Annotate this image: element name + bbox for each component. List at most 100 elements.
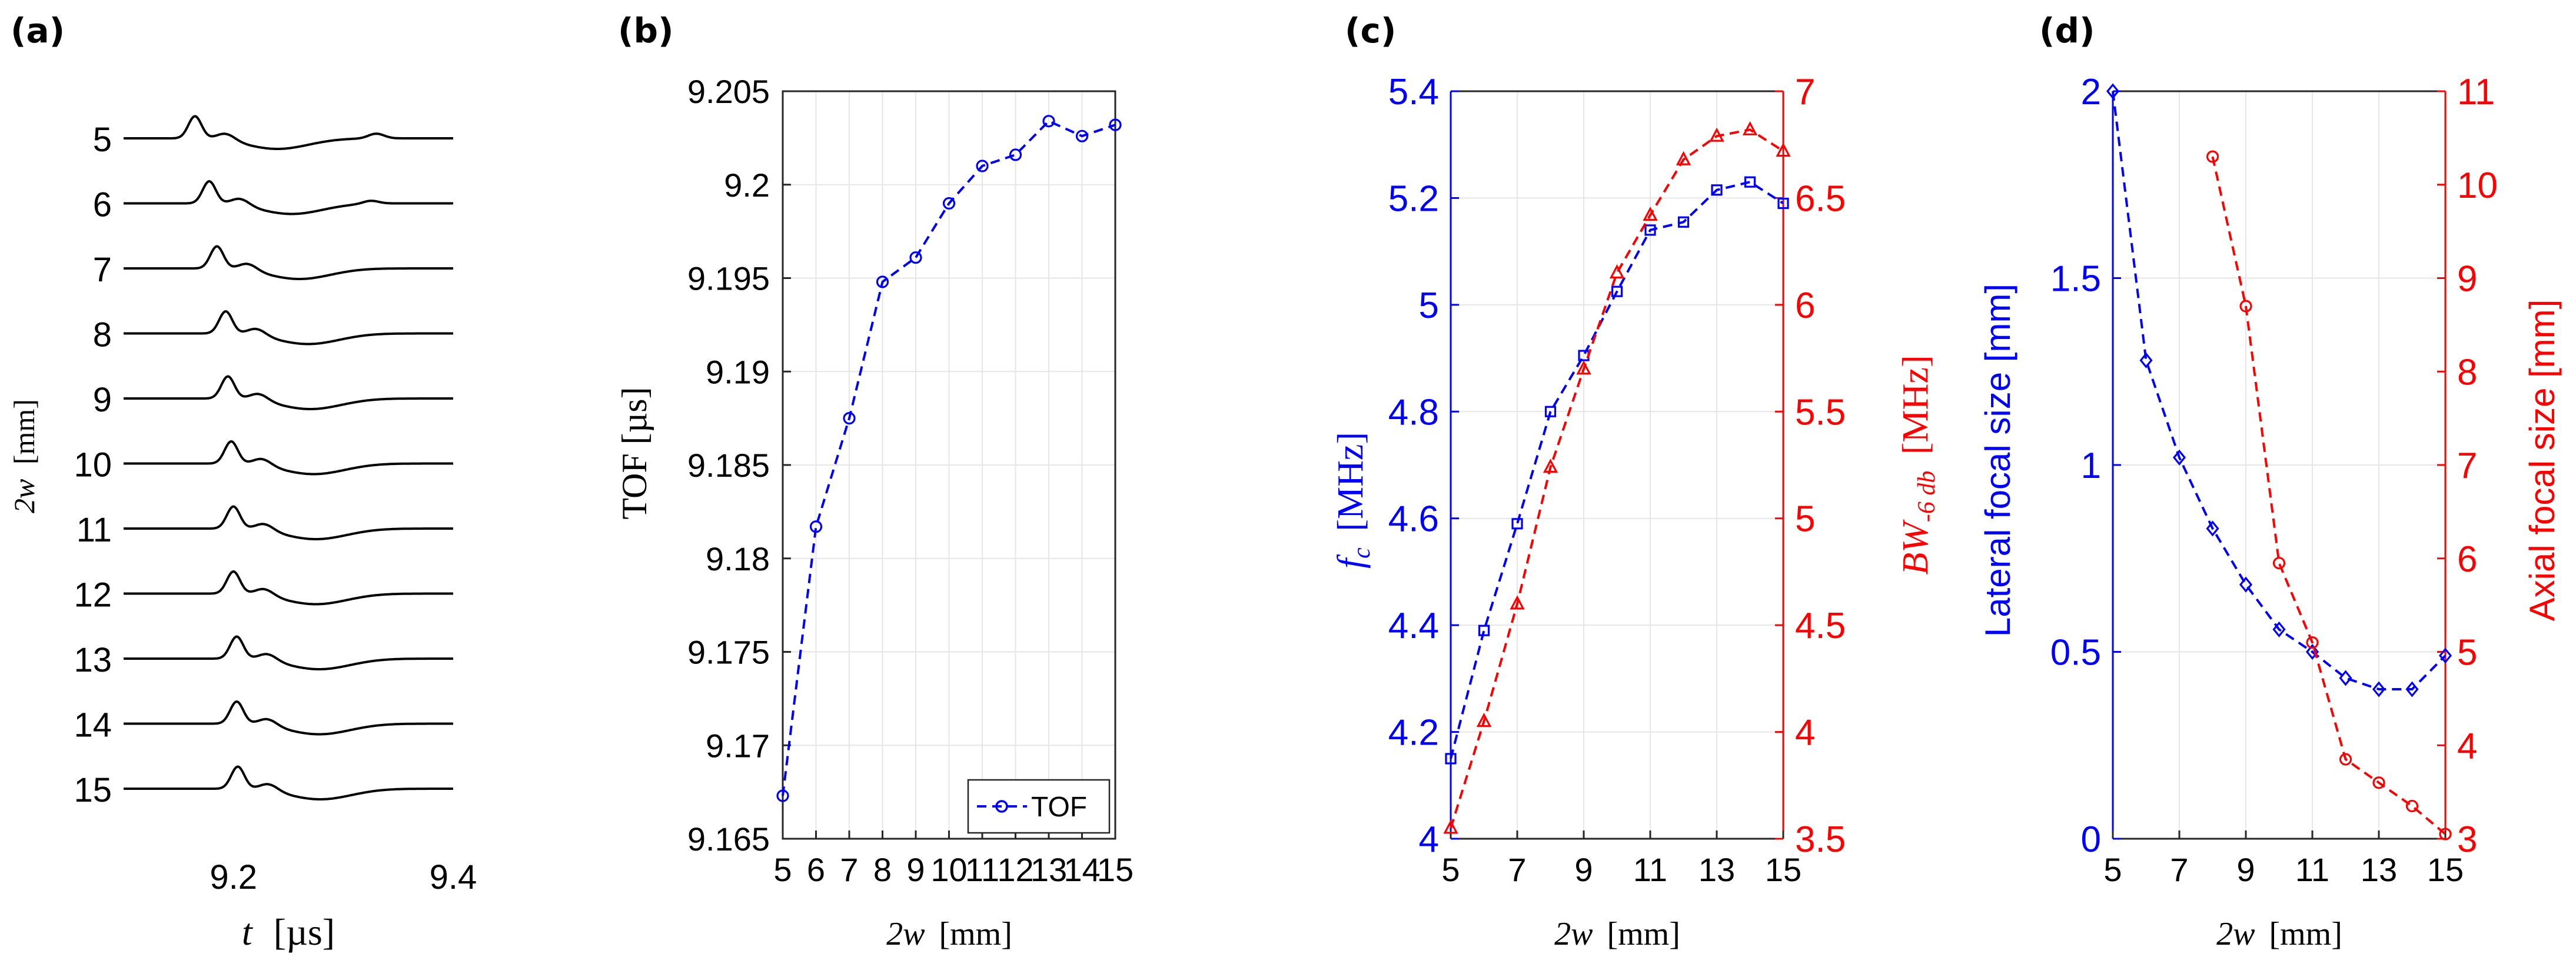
x-axis-label-var: 2w (886, 916, 925, 952)
data-point (2239, 576, 2253, 593)
data-point (1511, 518, 1523, 530)
data-point (2438, 647, 2452, 664)
y-tick-label-left: 4.6 (1388, 499, 1439, 540)
data-point (1510, 595, 1525, 610)
trace-label-14: 14 (74, 706, 112, 745)
trace-10 (124, 440, 453, 476)
data-point (1042, 115, 1055, 128)
data-point (2272, 557, 2286, 570)
data-point (1543, 459, 1558, 473)
x-tick-label: 13 (2361, 851, 2397, 888)
x-tick-label: 9.4 (430, 858, 477, 896)
trace-labels: 5 6 7 8 9 10 11 12 13 14 15 (74, 121, 112, 809)
x-axis-label-unit: [mm] (1607, 916, 1680, 952)
y-tick-label-right: 6 (2457, 539, 2477, 580)
data-point (1075, 129, 1089, 142)
x-ticks: 9.2 9.4 (210, 858, 477, 896)
legend: TOF (967, 779, 1111, 834)
y-axis-label: 2w [mm] (8, 399, 41, 513)
data-point (909, 251, 922, 264)
y-tick-label: 9.205 (687, 73, 770, 110)
data-point (843, 412, 856, 425)
data-point (2106, 83, 2120, 99)
x-tick-label: 11 (965, 851, 999, 888)
x-tick-label: 5 (773, 851, 792, 888)
data-point (2139, 352, 2153, 368)
y-ticks-right: 3.5 4 4.5 5 5.5 6 6.5 7 (1775, 72, 1846, 860)
trace-8 (124, 310, 453, 346)
y-tick-label-right: 5.5 (1795, 392, 1846, 433)
data-point (2306, 636, 2319, 649)
data-point (809, 520, 823, 533)
trace-label-8: 8 (93, 316, 112, 354)
panel-label-b: (b) (618, 11, 674, 51)
data-point (1109, 118, 1122, 131)
y-ticks-right: 3 4 5 6 7 8 9 10 11 (2437, 72, 2498, 860)
panel-label-c: (c) (1345, 11, 1396, 51)
data-point (776, 789, 789, 802)
series-line (1450, 128, 1784, 829)
data-point (1676, 151, 1691, 165)
x-tick-label: 9 (906, 851, 925, 888)
series-lateral (2106, 83, 2452, 697)
data-point (1544, 406, 1557, 417)
x-tick-label: 15 (1765, 851, 1801, 888)
x-tick-label: 6 (807, 851, 825, 888)
y-tick-label: 9.185 (687, 447, 770, 484)
data-point (1576, 360, 1591, 375)
trace-label-6: 6 (93, 186, 112, 224)
x-tick-label: 9.2 (210, 858, 257, 896)
series-line (2112, 91, 2447, 690)
data-point (1609, 264, 1625, 279)
y-axis-label-left: Lateral focal size [mm] (1978, 284, 2017, 637)
y-tick-label-right: 4.5 (1795, 606, 1846, 646)
data-point (2172, 449, 2186, 466)
series-bw (1443, 121, 1791, 834)
series-line (782, 119, 1116, 796)
data-point (1445, 753, 1457, 765)
series-axial (2206, 150, 2452, 841)
trace-13 (124, 635, 453, 670)
y-tick-label-left: 0 (2081, 819, 2101, 860)
y-tick-label-left: 5.2 (1388, 178, 1439, 219)
x-axis-label-var: 2w (2216, 916, 2255, 952)
data-point (1744, 176, 1756, 188)
x-tick-label: 9 (2236, 851, 2255, 888)
data-point (1009, 148, 1022, 161)
data-point (1476, 712, 1492, 727)
panel-label-d: (d) (2039, 11, 2095, 51)
x-axis-label-unit: [µs] (274, 911, 335, 953)
trace-label-11: 11 (77, 511, 112, 549)
data-point (942, 197, 956, 210)
x-axis-label-unit: [mm] (939, 916, 1012, 952)
x-axis-label-var: 2w (1554, 916, 1593, 952)
trace-label-15: 15 (74, 771, 112, 809)
y-tick-label-left: 5.4 (1388, 72, 1439, 112)
data-point (1443, 819, 1458, 834)
y-tick-label-left: 1 (2081, 446, 2101, 486)
y-tick-label-right: 9 (2457, 259, 2477, 300)
data-point (2272, 621, 2286, 637)
y-right-unit: [MHz] (1896, 355, 1936, 454)
x-tick-label: 9 (1574, 851, 1593, 888)
x-tick-label: 7 (2170, 851, 2188, 888)
trace-label-13: 13 (74, 641, 112, 679)
series-tof (776, 115, 1122, 802)
data-point (976, 160, 989, 172)
x-axis-label: 2w [mm] (1554, 916, 1680, 952)
x-tick-label: 15 (2427, 851, 2464, 888)
y-tick-label: 9.2 (724, 167, 770, 204)
chart-panel-c: 5 7 9 11 13 15 44.24.44.64.855.25.4 3.544.555… (1331, 72, 1940, 952)
data-point (1643, 207, 1658, 221)
x-tick-label: 5 (2103, 851, 2122, 888)
y-tick-label-right: 8 (2457, 352, 2477, 393)
y-tick-label-right: 4 (1795, 713, 1815, 753)
grid (1450, 91, 1784, 839)
y-tick-label: 9.19 (706, 353, 770, 390)
x-axis-label-var: t (242, 911, 254, 953)
y-ticks-left: 4 4.2 4.4 4.6 4.8 5 5.2 5.4 (1388, 72, 1459, 860)
legend-entry-tof: TOF (1031, 792, 1087, 823)
panel-label-a: (a) (11, 11, 65, 51)
plot-frame (1450, 90, 1784, 840)
